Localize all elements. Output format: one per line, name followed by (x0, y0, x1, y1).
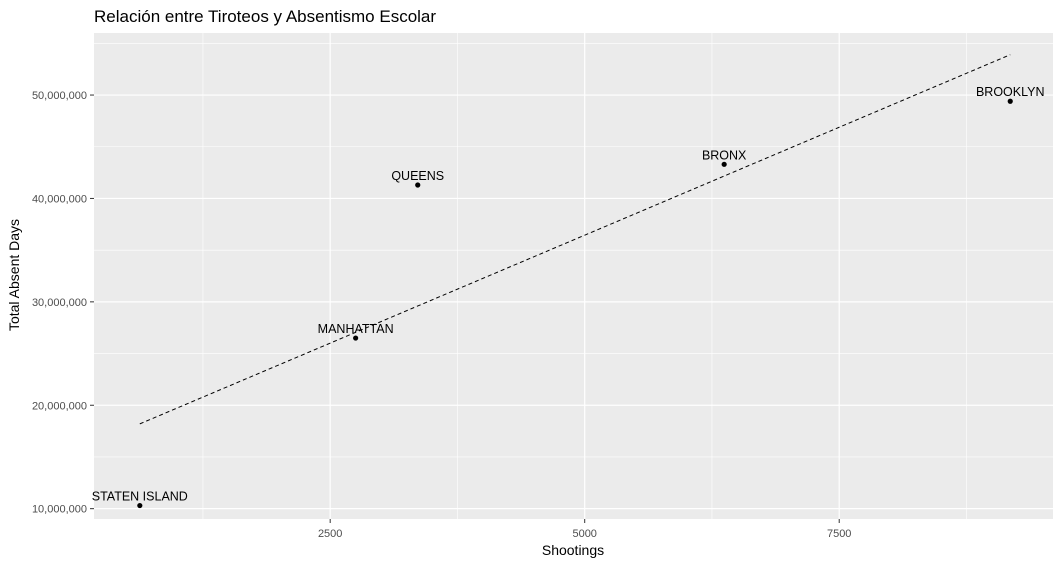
point-label-3: BRONX (702, 148, 747, 162)
y-tick-label-3: 40,000,000 (32, 193, 87, 205)
x-tick-label-0: 2500 (318, 528, 342, 540)
x-tick-label-1: 5000 (572, 528, 596, 540)
chart-title: Relación entre Tiroteos y Absentismo Esc… (94, 7, 436, 26)
point-4 (1007, 98, 1013, 104)
trend-line-group (139, 54, 1011, 425)
points-group (137, 98, 1013, 509)
trend-line (139, 54, 1011, 425)
y-axis-ticks: 10,000,000 20,000,000 30,000,000 40,000,000… (32, 90, 94, 516)
point-label-2: QUEENS (391, 169, 444, 183)
x-axis-title: Shootings (542, 542, 604, 558)
minor-gridlines (94, 33, 1053, 519)
y-tick-label-4: 50,000,000 (32, 90, 87, 102)
y-axis-title: Total Absent Days (6, 219, 22, 331)
point-label-0: STATEN ISLAND (92, 490, 188, 504)
x-axis-ticks: 2500 5000 7500 (318, 519, 851, 540)
point-label-1: MANHATTAN (318, 322, 394, 336)
point-3 (721, 161, 727, 167)
point-0 (137, 502, 143, 509)
point-2 (415, 182, 421, 188)
y-tick-label-2: 30,000,000 (32, 297, 87, 309)
plot-panel (94, 33, 1053, 519)
point-1 (353, 335, 359, 341)
y-tick-label-1: 20,000,000 (32, 400, 87, 412)
point-label-4: BROOKLYN (976, 85, 1045, 99)
point-labels-group: STATEN ISLAND MANHATTAN QUEENS BRONX BROOKLY… (92, 85, 1045, 503)
x-tick-label-2: 7500 (827, 528, 851, 540)
y-tick-label-0: 10,000,000 (32, 504, 87, 516)
major-gridlines (94, 33, 1053, 519)
